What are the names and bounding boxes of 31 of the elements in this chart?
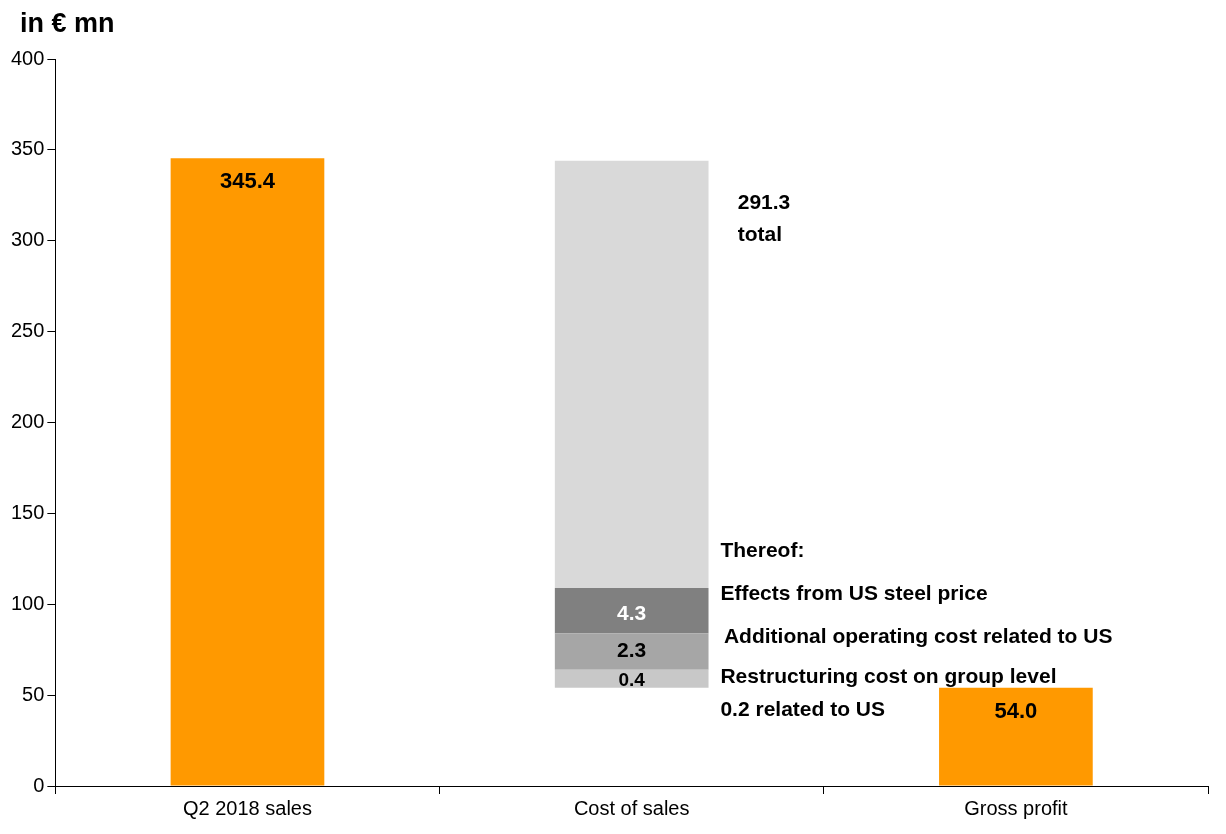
annotation: 0.4 [618, 668, 646, 690]
y-tick-label: 150 [10, 500, 45, 523]
y-tick-label: 200 [10, 410, 45, 433]
bar [554, 633, 709, 670]
x-tick-label: Gross profit [964, 796, 1069, 819]
bar [170, 158, 325, 786]
y-tick-label: 0 [33, 773, 45, 796]
y-tick-label: 350 [10, 137, 45, 160]
x-tick-label: Cost of sales [573, 796, 690, 819]
annotation: total [737, 222, 783, 246]
annotation: Effects from US steel price [720, 580, 988, 604]
annotation: Thereof: [720, 537, 805, 561]
bar [554, 160, 709, 588]
y-tick-label: 300 [10, 228, 45, 251]
annotation: 4.3 [617, 601, 647, 625]
y-tick-label: 250 [10, 319, 45, 342]
data-label: 54.0 [994, 697, 1038, 723]
y-tick-label: 400 [10, 46, 45, 69]
annotation: 2.3 [617, 638, 647, 662]
y-axis-title: in € mn [20, 8, 116, 40]
annotation: Restructuring cost on group level [720, 663, 1057, 687]
annotation: 291.3 [737, 189, 791, 213]
bar [554, 669, 709, 688]
annotation: Additional operating cost related to US [723, 623, 1113, 647]
y-tick-label: 100 [10, 591, 45, 614]
bar [554, 587, 709, 634]
bar [939, 687, 1093, 786]
y-tick-label: 50 [22, 682, 45, 705]
annotation: 0.2 related to US [720, 697, 885, 721]
x-tick-label: Q2 2018 sales [182, 796, 312, 819]
data-label: 345.4 [219, 168, 276, 194]
